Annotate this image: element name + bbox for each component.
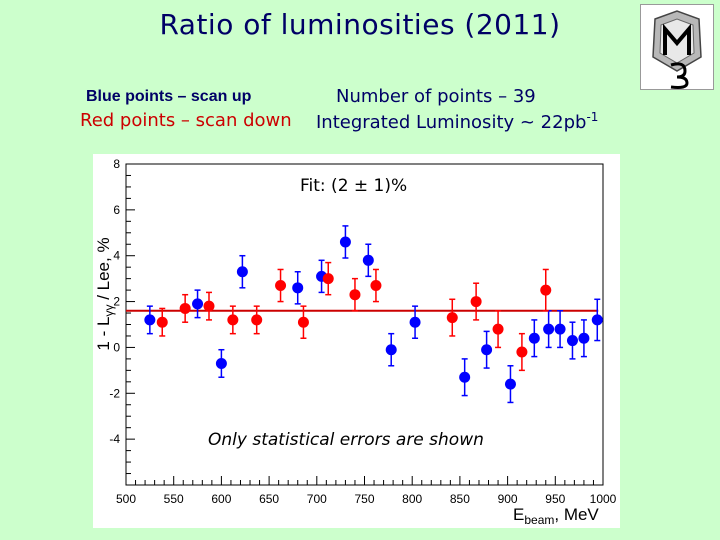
scan-up-point bbox=[554, 323, 566, 335]
x-tick-label: 850 bbox=[450, 492, 470, 506]
scan-down-point bbox=[322, 273, 334, 285]
scan-down-point bbox=[297, 316, 309, 328]
scan-down-point bbox=[179, 302, 191, 314]
x-axis-label-main: E bbox=[513, 505, 524, 524]
integrated-luminosity-sup: -1 bbox=[586, 110, 599, 124]
y-axis-label-sub: γγ bbox=[102, 305, 116, 317]
x-axis-label: Ebeam, MeV bbox=[513, 505, 599, 527]
scan-up-point bbox=[591, 314, 603, 326]
scan-up-point bbox=[543, 323, 555, 335]
scan-down-point bbox=[540, 284, 552, 296]
y-axis-label-main: 1 - L bbox=[94, 317, 113, 351]
scan-up-point bbox=[362, 254, 374, 266]
x-axis-label-unit: , MeV bbox=[554, 505, 599, 524]
cmd3-logo bbox=[640, 4, 714, 90]
scan-up-point bbox=[292, 282, 304, 294]
y-tick-label: -4 bbox=[109, 432, 120, 446]
scan-down-point bbox=[516, 346, 528, 358]
scan-down-point bbox=[227, 314, 239, 326]
axis-ticks bbox=[125, 163, 604, 486]
integrated-luminosity-main: Integrated Luminosity ~ 22pb bbox=[316, 112, 587, 133]
plot-panel: 500 550 600 650 700 750 800 850 900 950 1000 -4 -2 0 2… bbox=[93, 154, 620, 528]
y-tick-label: 6 bbox=[113, 203, 120, 217]
scan-down-point bbox=[349, 289, 361, 301]
scan-up-point bbox=[409, 316, 421, 328]
scan-up-point bbox=[459, 371, 471, 383]
scan-down-point bbox=[203, 300, 215, 312]
x-tick-label: 600 bbox=[211, 492, 231, 506]
data-points bbox=[144, 225, 603, 404]
scan-down-point bbox=[275, 280, 287, 292]
scan-up-point bbox=[481, 344, 493, 356]
y-tick-label: 4 bbox=[113, 249, 120, 263]
x-tick-label: 950 bbox=[545, 492, 565, 506]
scan-up-point bbox=[385, 344, 397, 356]
cmd3-logo-graphic bbox=[652, 10, 702, 89]
x-tick-label: 650 bbox=[259, 492, 279, 506]
scan-up-point bbox=[215, 357, 227, 369]
scan-down-point bbox=[492, 323, 504, 335]
y-tick-label: 2 bbox=[113, 295, 120, 309]
legend-scan-down: Red points – scan down bbox=[80, 110, 292, 131]
scan-up-point bbox=[578, 332, 590, 344]
y-tick-label: -2 bbox=[109, 386, 120, 400]
number-of-points: Number of points – 39 bbox=[336, 86, 536, 107]
scan-up-point bbox=[528, 332, 540, 344]
x-tick-label: 1000 bbox=[590, 492, 617, 506]
scan-up-point bbox=[504, 378, 516, 390]
fit-label: Fit: (2 ± 1)% bbox=[300, 176, 407, 196]
scan-down-point bbox=[251, 314, 263, 326]
statistical-errors-note: Only statistical errors are shown bbox=[208, 430, 484, 450]
axis-tick-labels: 500 550 600 650 700 750 800 850 900 950 1000 -4 -2 0 2… bbox=[109, 157, 616, 506]
slide-title: Ratio of luminosities (2011) bbox=[159, 8, 561, 41]
y-tick-label: 0 bbox=[113, 340, 120, 354]
scan-up-point bbox=[192, 298, 204, 310]
scan-down-point bbox=[446, 312, 458, 324]
x-axis-label-sub: beam bbox=[524, 513, 554, 527]
scan-up-point bbox=[144, 314, 156, 326]
x-tick-label: 800 bbox=[402, 492, 422, 506]
x-tick-label: 550 bbox=[164, 492, 184, 506]
y-tick-label: 8 bbox=[113, 157, 120, 171]
scan-down-point bbox=[156, 316, 168, 328]
scan-up-point bbox=[339, 236, 351, 248]
x-tick-label: 900 bbox=[498, 492, 518, 506]
scan-down-point bbox=[370, 280, 382, 292]
legend-scan-up: Blue points – scan up bbox=[86, 88, 252, 105]
x-tick-label: 700 bbox=[307, 492, 327, 506]
scan-down-point bbox=[470, 296, 482, 308]
integrated-luminosity: Integrated Luminosity ~ 22pb-1 bbox=[316, 110, 598, 133]
y-axis-label: 1 - Lγγ / Lee, % bbox=[94, 237, 116, 350]
y-axis-label-rest: / Lee, % bbox=[94, 237, 113, 304]
x-tick-label: 500 bbox=[116, 492, 136, 506]
scan-up-point bbox=[566, 335, 578, 347]
x-tick-label: 750 bbox=[354, 492, 374, 506]
luminosity-ratio-chart: 500 550 600 650 700 750 800 850 900 950 1000 -4 -2 0 2… bbox=[94, 157, 617, 527]
scan-up-point bbox=[236, 266, 248, 278]
